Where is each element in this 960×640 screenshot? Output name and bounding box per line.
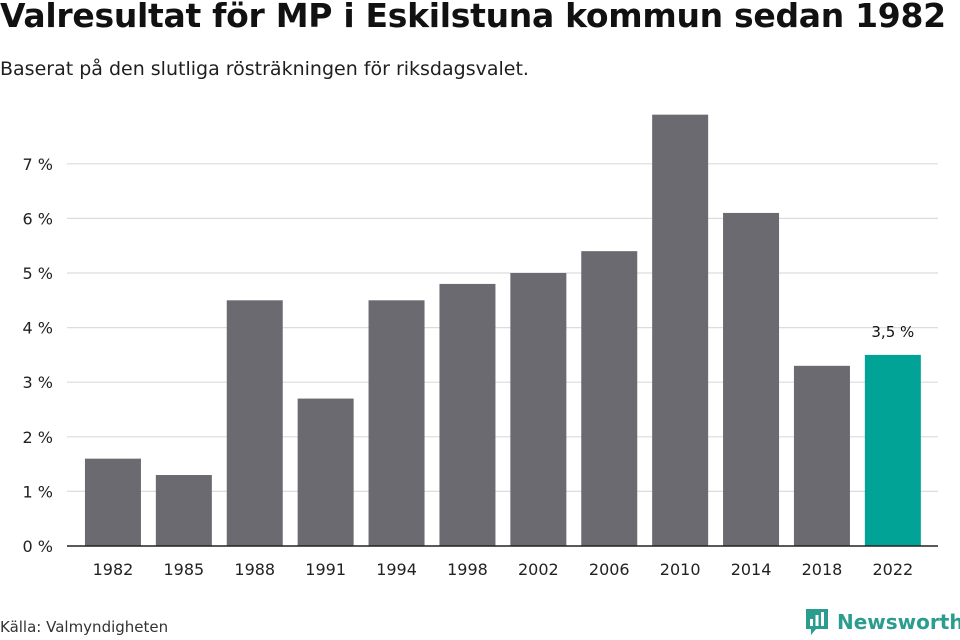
source-note: Källa: Valmyndigheten	[0, 618, 169, 636]
y-tick-label: 4 %	[23, 319, 53, 338]
bar	[368, 300, 425, 546]
bar	[439, 283, 496, 546]
bar	[155, 475, 212, 546]
x-tick-label: 2018	[802, 560, 843, 579]
x-tick-label: 1994	[376, 560, 417, 579]
x-tick-label: 2006	[589, 560, 630, 579]
data-label: 3,5 %	[871, 323, 914, 341]
x-tick-label: 2014	[731, 560, 772, 579]
x-tick-label: 2022	[872, 560, 913, 579]
bar	[226, 300, 283, 546]
x-tick-label: 1998	[447, 560, 488, 579]
bar	[297, 398, 354, 546]
y-tick-label: 6 %	[23, 209, 53, 228]
x-tick-label: 1988	[234, 560, 275, 579]
x-tick-label: 1985	[163, 560, 204, 579]
newsworthy-logo-icon	[806, 609, 828, 635]
y-tick-label: 1 %	[23, 482, 53, 501]
bar	[510, 273, 567, 546]
chart-subtitle: Baserat på den slutliga rösträkningen fö…	[0, 58, 529, 80]
brand-logo: Newsworthy	[804, 607, 960, 637]
y-tick-label: 7 %	[23, 155, 53, 174]
x-tick-label: 2010	[660, 560, 701, 579]
bar	[84, 458, 141, 546]
bar	[793, 365, 850, 546]
bars	[84, 114, 921, 546]
x-tick-label: 1991	[305, 560, 346, 579]
labels: 0 % 1 % 2 % 3 % 4 % 5 % 6 % 7 % 1982 1985 1988 1991…	[23, 155, 915, 579]
y-tick-label: 0 %	[23, 537, 53, 556]
bar	[652, 114, 709, 546]
bar	[581, 251, 638, 546]
bar	[723, 212, 780, 546]
y-tick-label: 5 %	[23, 264, 53, 283]
chart-title: Valresultat för MP i Eskilstuna kommun s…	[0, 0, 946, 35]
bar	[864, 354, 921, 546]
gridlines	[67, 163, 938, 492]
x-tick-label: 2002	[518, 560, 559, 579]
brand-name: Newsworthy	[837, 610, 960, 634]
y-tick-label: 3 %	[23, 373, 53, 392]
x-tick-label: 1982	[93, 560, 134, 579]
y-tick-label: 2 %	[23, 428, 53, 447]
